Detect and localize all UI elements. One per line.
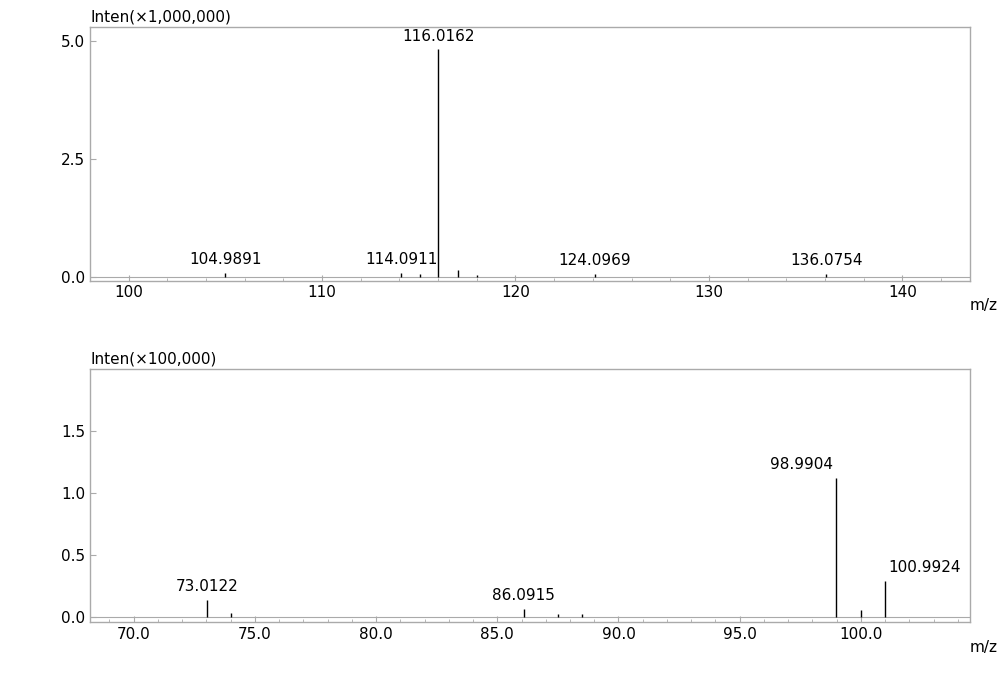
Text: 73.0122: 73.0122 [175,579,238,594]
Text: Inten(×1,000,000): Inten(×1,000,000) [90,10,231,25]
Text: m/z: m/z [970,298,998,313]
Text: 104.9891: 104.9891 [189,252,261,267]
Text: 86.0915: 86.0915 [492,588,555,603]
Text: Inten(×100,000): Inten(×100,000) [90,352,216,367]
Text: 136.0754: 136.0754 [790,253,863,268]
Text: 98.9904: 98.9904 [770,457,833,472]
Text: 124.0969: 124.0969 [558,253,631,268]
Text: 100.9924: 100.9924 [889,560,961,575]
Text: 116.0162: 116.0162 [402,29,475,44]
Text: m/z: m/z [970,640,998,655]
Text: 114.0911: 114.0911 [365,252,437,267]
